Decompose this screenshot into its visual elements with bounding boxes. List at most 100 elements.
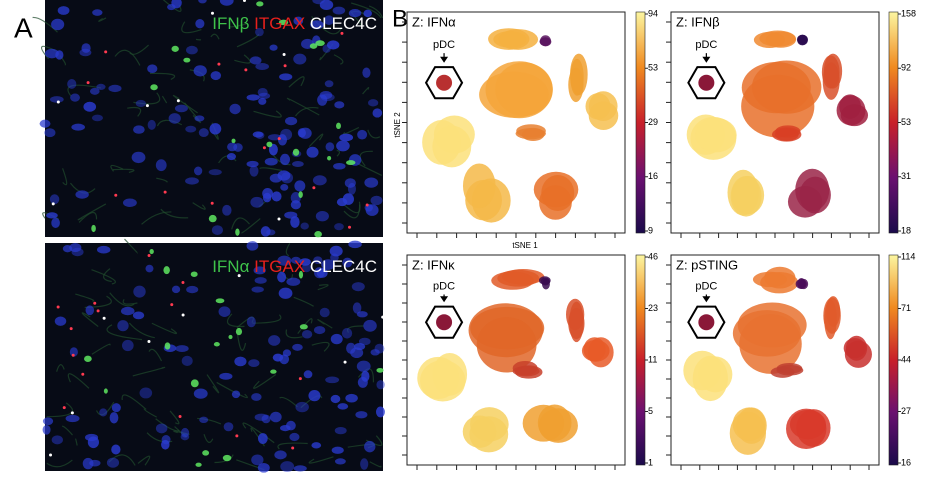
nucleus bbox=[351, 282, 365, 292]
cell-cluster bbox=[774, 128, 799, 141]
green-signal bbox=[195, 462, 202, 467]
cell-cluster bbox=[799, 278, 809, 290]
white-signal bbox=[282, 52, 286, 56]
cell-cluster bbox=[824, 299, 837, 340]
nucleus bbox=[321, 259, 336, 270]
nucleus bbox=[229, 103, 241, 115]
fiber bbox=[75, 293, 95, 302]
plot-title: Z: pSTING bbox=[676, 257, 738, 272]
image-background bbox=[45, 0, 383, 237]
white-signal bbox=[181, 313, 185, 317]
fiber bbox=[336, 149, 341, 157]
nucleus bbox=[226, 153, 236, 161]
nucleus bbox=[89, 87, 100, 95]
title-box bbox=[672, 256, 746, 274]
colorbar-tick-label: 1 bbox=[648, 457, 653, 467]
nucleus bbox=[222, 204, 232, 216]
nucleus bbox=[301, 329, 313, 339]
nucleus bbox=[258, 97, 267, 105]
nucleus bbox=[255, 27, 264, 37]
microscopy-image bbox=[32, 0, 384, 238]
nucleus bbox=[286, 277, 301, 286]
fiber bbox=[114, 49, 141, 66]
cell-cluster bbox=[795, 168, 830, 211]
red-signal bbox=[114, 193, 118, 197]
nucleus bbox=[253, 266, 266, 275]
colorbar bbox=[635, 11, 646, 234]
colorbar-tick-label: 71 bbox=[901, 303, 911, 313]
nucleus bbox=[248, 359, 260, 367]
fiber bbox=[343, 201, 361, 214]
nucleus bbox=[334, 458, 346, 465]
nucleus bbox=[211, 225, 223, 235]
nucleus bbox=[348, 9, 362, 18]
nucleus bbox=[358, 337, 371, 346]
nucleus bbox=[133, 285, 146, 298]
colorbar bbox=[888, 11, 899, 234]
fiber bbox=[229, 23, 248, 28]
nucleus bbox=[96, 245, 111, 254]
pdc-hexagon bbox=[687, 66, 726, 100]
fiber bbox=[285, 242, 291, 257]
nucleus bbox=[325, 376, 340, 384]
nucleus bbox=[356, 360, 371, 372]
fiber bbox=[216, 381, 248, 399]
nucleus bbox=[364, 177, 379, 188]
nucleus bbox=[278, 287, 293, 299]
nucleus bbox=[109, 412, 119, 424]
white-signal bbox=[56, 100, 60, 104]
nucleus bbox=[82, 457, 94, 470]
nucleus bbox=[145, 264, 154, 273]
nucleus bbox=[298, 127, 312, 139]
nucleus bbox=[334, 101, 345, 109]
nucleus bbox=[99, 408, 108, 417]
nucleus bbox=[121, 339, 134, 352]
nucleus bbox=[251, 454, 264, 466]
fiber bbox=[295, 106, 319, 117]
nucleus bbox=[255, 63, 270, 71]
nucleus bbox=[208, 169, 222, 176]
cell-cluster bbox=[462, 163, 496, 209]
colorbar-tick-label: 46 bbox=[648, 251, 658, 261]
nucleus bbox=[339, 133, 354, 142]
green-signal bbox=[270, 369, 277, 374]
nucleus bbox=[269, 44, 278, 51]
fiber bbox=[311, 341, 330, 352]
nucleus bbox=[330, 394, 341, 404]
colorbar-tick-label: 158 bbox=[901, 8, 916, 18]
fiber bbox=[75, 438, 78, 446]
nucleus bbox=[252, 131, 264, 138]
nucleus bbox=[167, 3, 176, 11]
nucleus bbox=[250, 196, 264, 208]
nucleus bbox=[277, 271, 287, 283]
nucleus bbox=[317, 94, 328, 106]
nucleus bbox=[147, 64, 158, 74]
nucleus bbox=[85, 433, 99, 442]
nucleus bbox=[186, 45, 198, 55]
green-signal bbox=[164, 342, 171, 350]
green-signal bbox=[299, 324, 308, 330]
nucleus bbox=[279, 73, 293, 81]
nucleus bbox=[133, 125, 145, 134]
fiber bbox=[369, 461, 382, 468]
fiber bbox=[240, 218, 261, 234]
fiber bbox=[91, 343, 111, 355]
pdc-arrowhead bbox=[440, 56, 449, 63]
white-signal bbox=[277, 217, 281, 221]
nucleus bbox=[326, 40, 340, 50]
green-signal bbox=[346, 160, 356, 166]
nucleus bbox=[42, 425, 51, 435]
white-signal bbox=[381, 315, 385, 319]
fiber bbox=[128, 322, 155, 339]
nucleus bbox=[51, 435, 63, 445]
fiber bbox=[286, 97, 320, 116]
nucleus bbox=[258, 92, 271, 100]
nucleus bbox=[51, 18, 65, 31]
fiber bbox=[141, 211, 172, 225]
pdc-arrowhead bbox=[440, 296, 449, 303]
nucleus bbox=[360, 458, 369, 470]
nucleus bbox=[310, 20, 324, 30]
fiber bbox=[181, 21, 202, 34]
title-box bbox=[672, 13, 746, 31]
white-signal bbox=[210, 11, 214, 15]
